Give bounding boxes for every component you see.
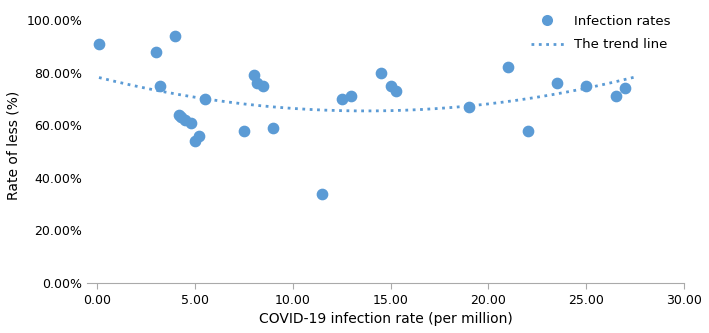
Infection rates <box>346 94 357 99</box>
Legend: Infection rates, The trend line: Infection rates, The trend line <box>524 8 678 58</box>
Infection rates <box>620 86 631 91</box>
Infection rates <box>193 133 204 139</box>
Infection rates <box>185 120 196 125</box>
Infection rates <box>94 41 105 46</box>
Infection rates <box>199 96 211 102</box>
Infection rates <box>154 83 165 89</box>
Infection rates <box>176 115 187 120</box>
Infection rates <box>169 33 181 39</box>
Infection rates <box>179 117 191 123</box>
Line: The trend line: The trend line <box>99 77 635 111</box>
Infection rates <box>267 125 279 131</box>
Infection rates <box>522 128 533 133</box>
The trend line <box>415 108 424 112</box>
Infection rates <box>502 65 513 70</box>
The trend line <box>425 107 433 111</box>
The trend line <box>631 75 640 79</box>
Y-axis label: Rate of less (%): Rate of less (%) <box>7 90 21 200</box>
The trend line <box>583 86 591 90</box>
The trend line <box>414 108 423 112</box>
Infection rates <box>252 81 263 86</box>
Infection rates <box>248 73 259 78</box>
Infection rates <box>238 128 250 133</box>
Infection rates <box>581 83 592 89</box>
Infection rates <box>610 94 621 99</box>
The trend line <box>95 76 104 80</box>
Infection rates <box>336 96 347 102</box>
Infection rates <box>463 104 474 110</box>
Infection rates <box>375 70 386 75</box>
The trend line <box>549 93 557 97</box>
The trend line <box>362 109 370 113</box>
Infection rates <box>189 139 201 144</box>
Infection rates <box>385 83 396 89</box>
The trend line <box>96 76 105 80</box>
Infection rates <box>257 83 269 89</box>
Infection rates <box>551 81 562 86</box>
Infection rates <box>174 112 185 118</box>
Infection rates <box>316 191 328 196</box>
Infection rates <box>150 49 162 54</box>
Infection rates <box>391 89 402 94</box>
X-axis label: COVID-19 infection rate (per million): COVID-19 infection rate (per million) <box>259 312 513 326</box>
